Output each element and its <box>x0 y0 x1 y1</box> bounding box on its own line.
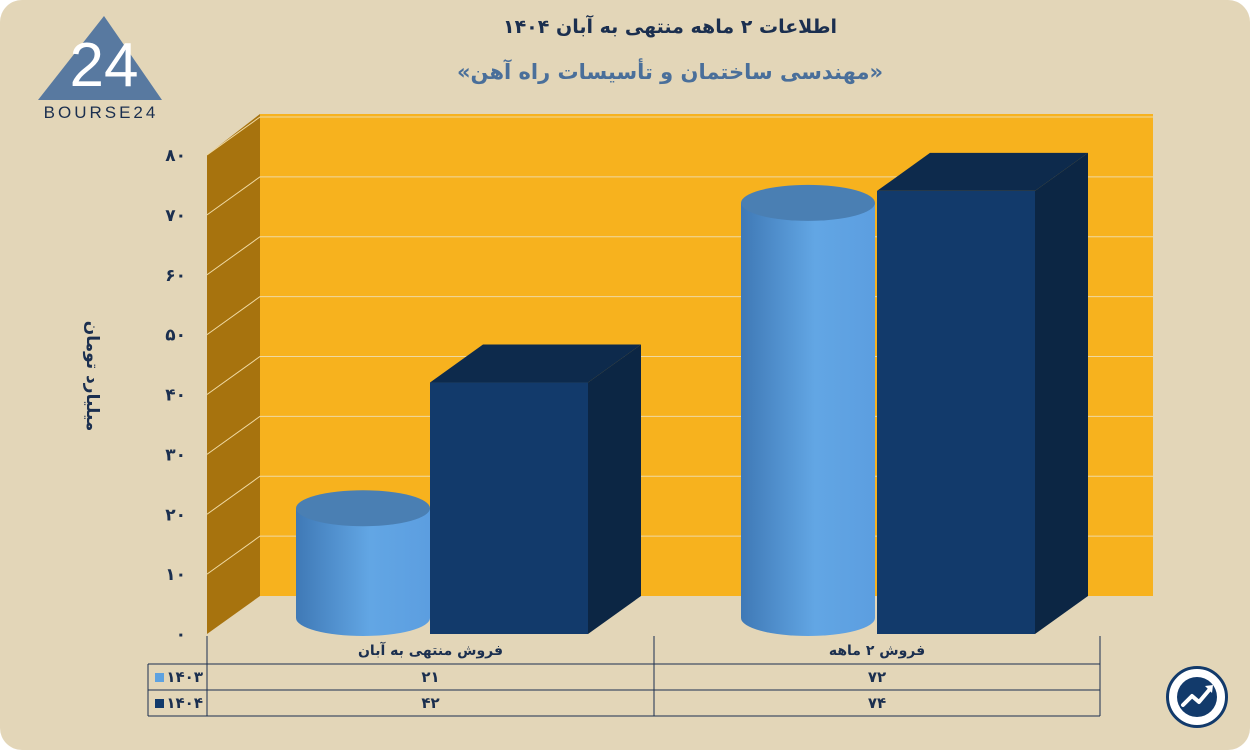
bar-1404-front <box>877 190 1035 635</box>
legend-swatch-۱۴۰۴ <box>155 699 164 708</box>
bar-1404-front <box>430 382 588 634</box>
y-tick-label: ۵۰ <box>165 326 186 346</box>
legend-series-name: ۱۴۰۴ <box>166 694 203 712</box>
y-tick-label: ۱۰ <box>165 565 186 585</box>
chart-subtitle: «مهندسی ساختمان و تأسیسات راه آهن» <box>456 60 884 84</box>
table-value: ۷۲ <box>868 668 886 686</box>
bar-1403-body <box>741 202 875 636</box>
table-value: ۴۲ <box>421 694 439 712</box>
plot-side-wall <box>207 114 260 634</box>
x-category-label: فروش ۲ ماهه <box>829 643 925 659</box>
y-tick-label: ۷۰ <box>165 206 186 226</box>
y-tick-label: ۸۰ <box>165 146 186 166</box>
y-tick-label: ۳۰ <box>165 445 186 465</box>
y-tick-label: ۰ <box>176 625 186 645</box>
legend-series-name: ۱۴۰۳ <box>166 668 203 686</box>
bar-1403 <box>741 184 875 636</box>
table-value: ۲۱ <box>421 668 439 686</box>
logo-number: 24 <box>70 31 139 100</box>
bar-1404-top <box>877 152 1088 191</box>
bar-1404-top <box>430 344 641 383</box>
legend-swatch-۱۴۰۳ <box>155 673 164 682</box>
bar-1403 <box>296 490 430 636</box>
chart-title: اطلاعات ۲ ماهه منتهی به آبان ۱۴۰۴ <box>502 16 838 38</box>
y-tick-label: ۴۰ <box>165 386 186 406</box>
bar-1404 <box>877 152 1088 635</box>
x-category-label: فروش منتهی به آبان <box>358 641 503 659</box>
table-value: ۷۴ <box>868 694 886 712</box>
gridline <box>206 176 1153 216</box>
y-tick-label: ۶۰ <box>165 266 186 286</box>
y-tick-label: ۲۰ <box>165 505 186 525</box>
bar-1404-side <box>588 344 641 634</box>
bar-1403-top <box>296 490 430 527</box>
bar-1403-body <box>296 508 430 636</box>
bar-1403-top <box>741 184 875 221</box>
bar-1404-side <box>1035 152 1088 635</box>
gridline <box>206 116 1153 156</box>
bourse24-logo-icon: 24 <box>38 16 162 100</box>
logo-text: BOURSE24 <box>43 103 159 122</box>
bar-1404 <box>430 344 641 634</box>
trend-badge-icon[interactable] <box>1166 666 1228 728</box>
